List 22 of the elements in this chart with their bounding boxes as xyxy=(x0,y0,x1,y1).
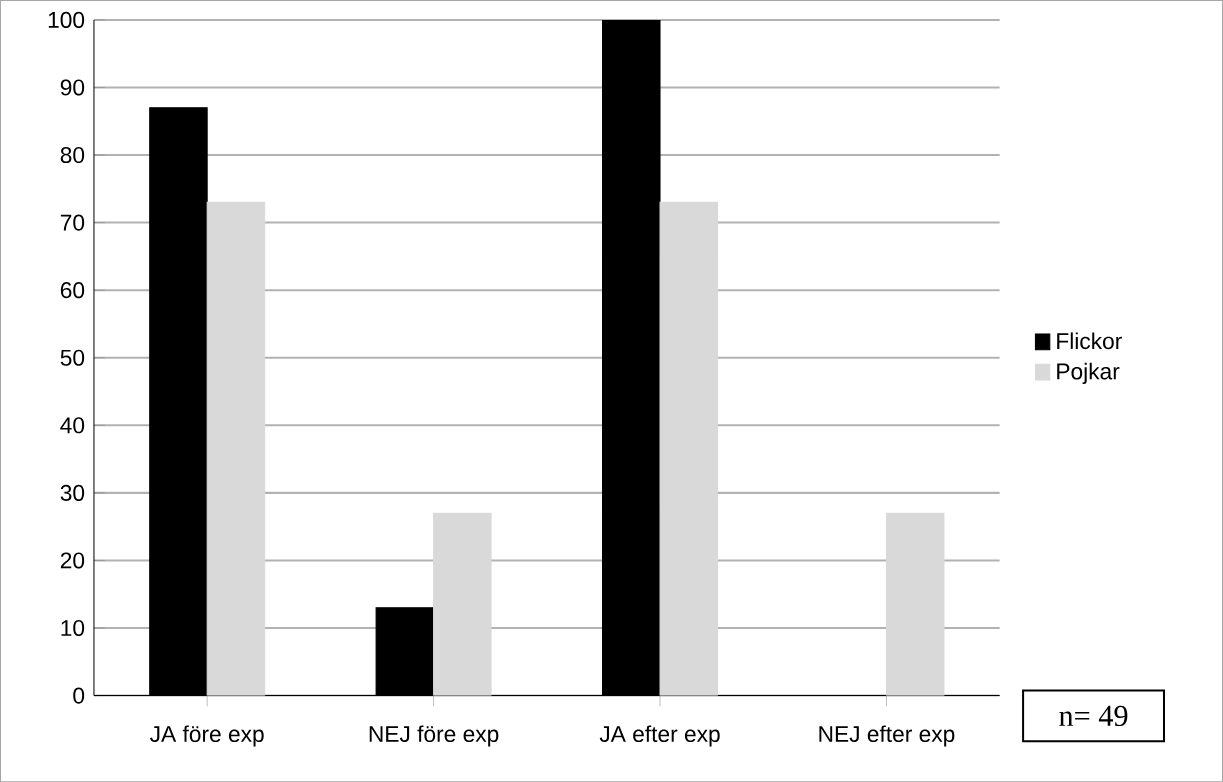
y-tick-label: 40 xyxy=(60,417,85,434)
text: n= 49 xyxy=(1059,705,1128,726)
x-tick-label: NEJ efter exp xyxy=(819,725,955,747)
y-tick-label: 50 xyxy=(60,349,85,366)
x-tick-label: JA efter exp xyxy=(599,725,720,747)
bar xyxy=(885,512,945,696)
bar xyxy=(206,201,266,696)
y-tick-label: 90 xyxy=(60,79,85,96)
y-tick-label: 80 xyxy=(60,146,85,163)
y-tick-label: 10 xyxy=(61,619,85,636)
y-tick-label: 70 xyxy=(60,214,85,231)
legend-label: Pojkar xyxy=(1057,362,1120,384)
legend-label: Flickor xyxy=(1057,332,1122,349)
x-tick-label: JA före exp xyxy=(150,725,264,747)
bar xyxy=(433,512,492,696)
y-tick-label: 0 xyxy=(73,687,85,704)
y-tick-label: 30 xyxy=(60,484,85,501)
y-tick-label: 20 xyxy=(60,552,85,569)
x-tick-label: NEJ före exp xyxy=(369,725,499,747)
y-tick-label: 100 xyxy=(48,11,85,28)
y-tick-label: 60 xyxy=(60,281,85,299)
bar xyxy=(659,201,719,696)
